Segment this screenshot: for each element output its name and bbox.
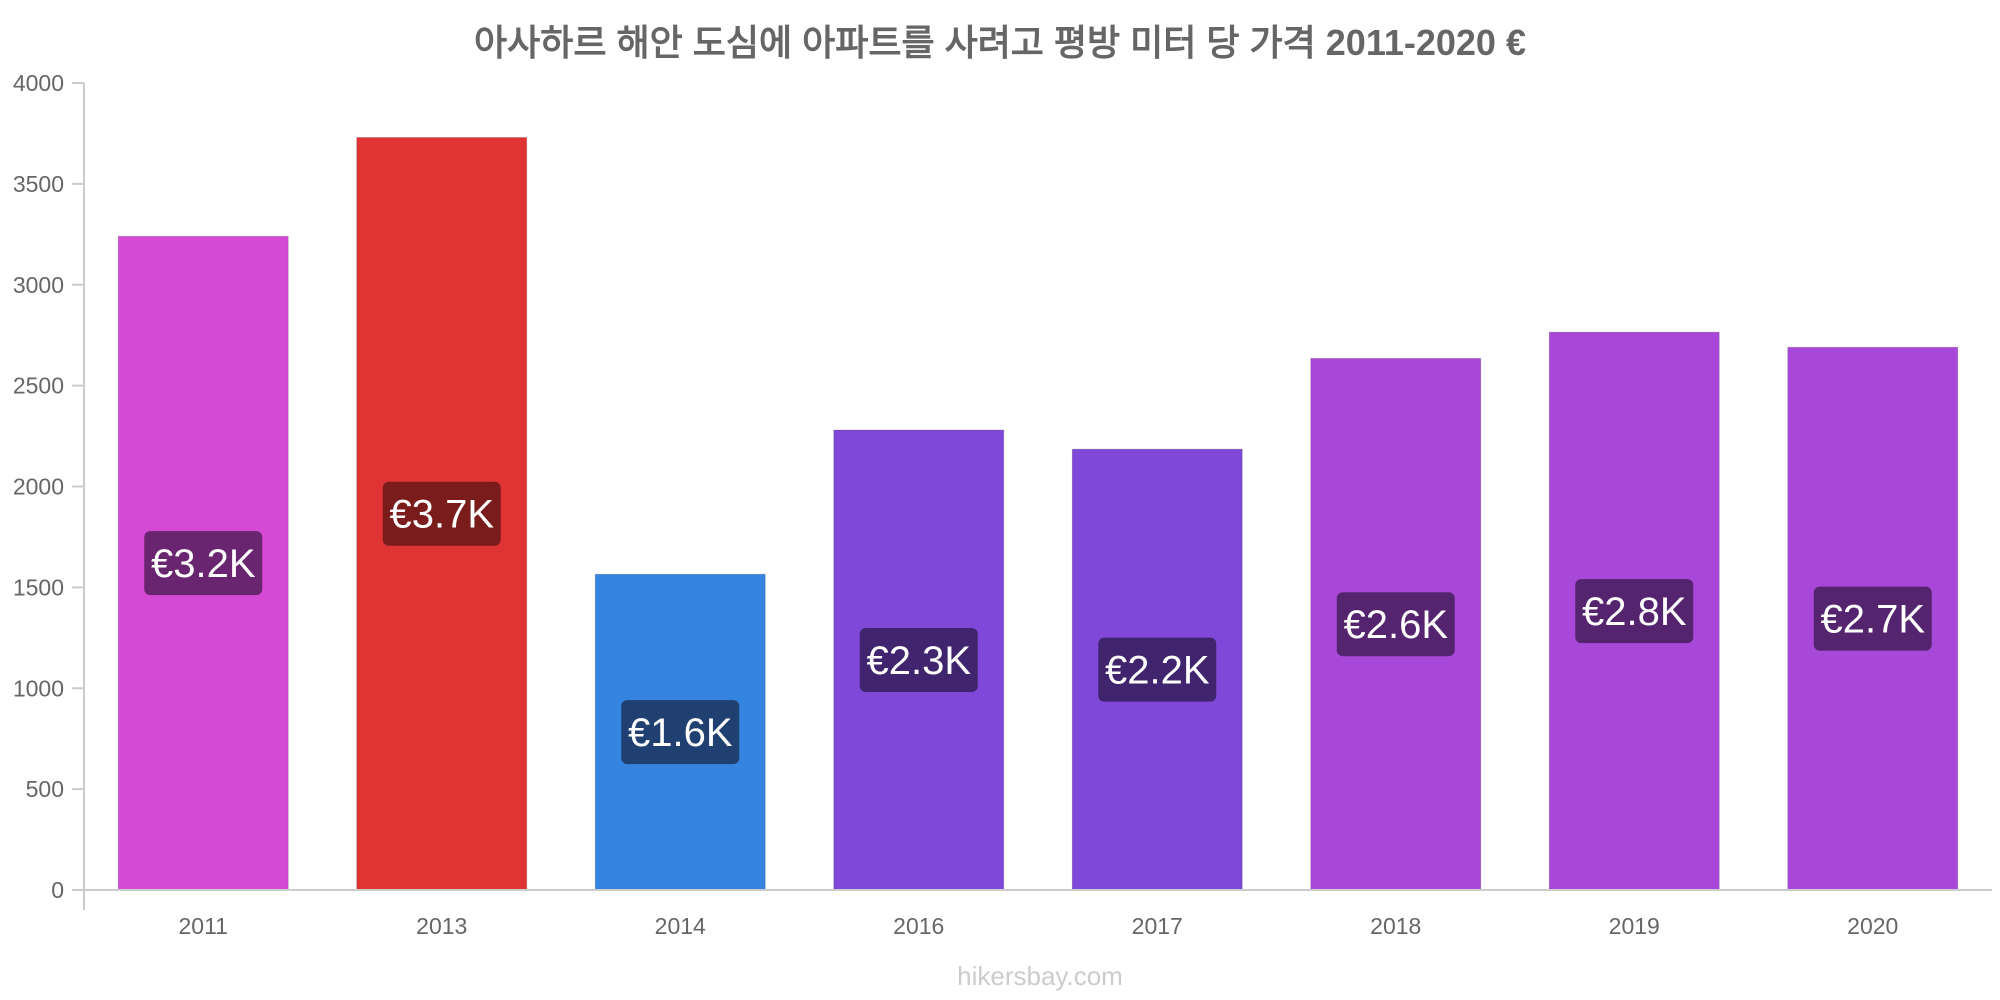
y-tick-label: 1000 — [13, 675, 64, 701]
x-tick-label: 2018 — [1370, 913, 1421, 939]
value-label-box — [382, 481, 501, 546]
y-tick-label: 500 — [26, 776, 64, 802]
x-tick-label: 2013 — [416, 913, 467, 939]
x-tick-label: 2011 — [179, 913, 228, 939]
value-label-2014: €1.6K — [628, 711, 733, 755]
x-axis-ticks: 2011 2013 2014 2016 2017 2018 2019 2020 — [179, 913, 1899, 939]
value-label-box — [1336, 592, 1455, 657]
x-tick-label: 2020 — [1847, 913, 1898, 939]
value-label-box — [859, 628, 978, 693]
value-label-2016: €2.3K — [866, 639, 971, 683]
x-tick-label: 2014 — [655, 913, 706, 939]
x-tick-label: 2016 — [893, 913, 944, 939]
y-tick-label: 3500 — [13, 171, 64, 197]
y-tick-label: 1500 — [13, 574, 64, 600]
value-label-2017: €2.2K — [1105, 649, 1210, 693]
value-label-box — [1575, 579, 1694, 644]
y-tick-label: 0 — [51, 877, 64, 903]
value-label-2018: €2.6K — [1343, 603, 1448, 647]
y-tick-label: 4000 — [13, 70, 64, 96]
value-label-box — [1098, 637, 1217, 702]
value-label-box — [1813, 586, 1932, 651]
value-label-2013: €3.7K — [389, 493, 494, 537]
x-tick-label: 2019 — [1609, 913, 1660, 939]
watermark: hikersbay.com — [957, 961, 1123, 991]
y-tick-label: 2500 — [13, 373, 64, 399]
value-label-box — [621, 700, 740, 765]
value-label-box — [144, 531, 263, 596]
value-label-2019: €2.8K — [1582, 590, 1687, 634]
y-axis-ticks: 0 500 1000 1500 2000 2500 3000 3500 4000 — [13, 70, 84, 903]
x-tick-label: 2017 — [1132, 913, 1183, 939]
y-tick-label: 2000 — [13, 474, 64, 500]
chart-title: 아사하르 해안 도심에 아파트를 사려고 평방 미터 당 가격 2011-202… — [474, 22, 1526, 63]
value-label-2020: €2.7K — [1820, 598, 1925, 642]
y-tick-label: 3000 — [13, 272, 64, 298]
bars: €3.2K €3.7K €1.6K €2.3K €2.2K €2.6K €2.8K €2.7K — [117, 136, 1959, 891]
value-label-2011: €3.2K — [151, 542, 256, 586]
